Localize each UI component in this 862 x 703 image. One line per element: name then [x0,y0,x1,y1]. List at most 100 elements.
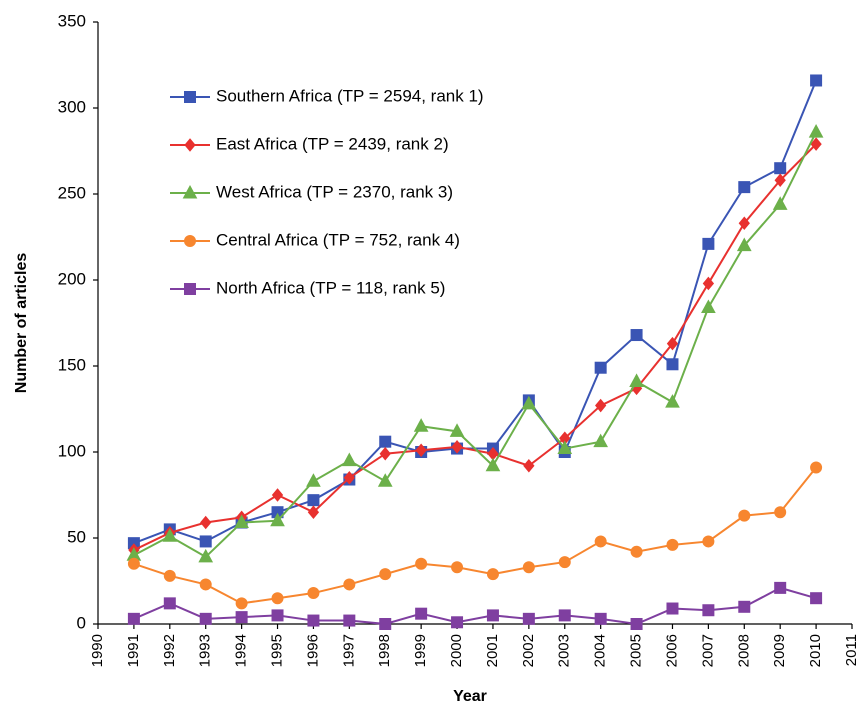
data-point [523,458,535,473]
data-point [810,592,823,605]
series-line [133,131,817,559]
y-tick-label: 250 [58,183,86,202]
data-point [485,457,501,472]
data-point [630,329,643,342]
legend-label: Central Africa (TP = 752, rank 4) [216,230,460,249]
data-point [343,614,356,627]
data-point [343,471,355,485]
data-point [235,597,248,610]
data-point [162,528,178,542]
y-tick-label: 100 [58,441,86,460]
data-point [449,423,465,437]
x-tick-label: 1996 [304,634,321,667]
data-point [306,473,321,487]
x-tick-label: 1991 [125,634,142,667]
data-point [522,561,535,574]
data-point [307,587,320,600]
x-tick-label: 2005 [628,634,645,667]
data-point [199,612,212,625]
data-point [593,433,609,448]
data-point [415,607,428,620]
data-point [774,162,787,175]
legend-marker [184,283,196,295]
x-tick-label: 2003 [556,634,573,667]
data-point [736,237,752,252]
data-point [774,506,787,519]
data-point [595,398,607,413]
data-point [522,612,535,625]
data-point [270,512,285,527]
x-axis-title: Year [453,688,487,703]
data-point [701,299,716,314]
x-tick-label: 2001 [484,634,501,667]
data-point [738,216,750,231]
data-point [665,394,680,408]
data-point [199,578,212,591]
y-tick-label: 350 [58,11,86,30]
data-point [666,358,679,371]
x-tick-label: 1995 [268,634,285,667]
x-tick-label: 2011 [843,634,860,666]
y-tick-label: 200 [58,269,86,288]
y-axis-title: Number of articles [13,253,30,394]
data-point [594,361,607,374]
data-point [451,616,464,629]
legend-marker [184,91,196,103]
data-point [379,435,392,448]
data-point [772,196,788,210]
data-point [666,538,679,551]
data-point [163,569,176,582]
data-point [810,137,822,151]
data-point [415,557,428,570]
x-tick-label: 2007 [699,634,716,667]
legend-marker [184,235,196,247]
data-point [415,443,427,458]
data-point [810,74,823,87]
x-tick-label: 2008 [735,634,752,667]
data-point [200,515,212,530]
data-point [486,568,499,581]
y-tick-label: 300 [58,97,86,116]
x-tick-label: 1998 [376,634,393,667]
data-point [666,602,679,615]
data-point [307,505,320,519]
y-tick-label: 150 [58,355,86,374]
series-line [133,466,817,605]
data-point [666,336,679,351]
data-point [341,452,357,467]
legend-label: Southern Africa (TP = 2594, rank 1) [216,86,484,105]
legend-marker [184,138,196,152]
data-point [234,514,249,529]
x-tick-label: 1993 [197,634,214,667]
y-tick-label: 50 [67,527,86,546]
data-point [774,581,787,594]
data-point [379,446,391,461]
data-point [199,535,212,548]
x-tick-label: 1997 [340,634,357,667]
data-point [557,440,573,455]
x-tick-label: 2002 [520,634,537,667]
x-tick-label: 1992 [161,634,178,667]
x-tick-label: 2000 [448,634,465,667]
data-point [451,440,463,454]
data-point [808,124,824,138]
data-point [738,600,751,613]
legend-label: North Africa (TP = 118, rank 5) [216,278,445,297]
data-point [810,461,823,474]
data-point [235,611,248,624]
legend-marker [182,184,198,199]
x-tick-label: 2009 [771,634,788,667]
data-point [738,509,751,522]
y-tick-label: 0 [77,613,86,632]
data-point [594,535,607,548]
data-point [271,609,284,622]
data-point [198,548,214,563]
data-point [630,618,643,630]
data-point [558,556,571,569]
data-point [521,395,537,410]
data-point [629,373,644,387]
data-point [774,173,786,188]
x-tick-label: 2004 [592,634,609,667]
x-tick-label: 1990 [89,634,106,667]
